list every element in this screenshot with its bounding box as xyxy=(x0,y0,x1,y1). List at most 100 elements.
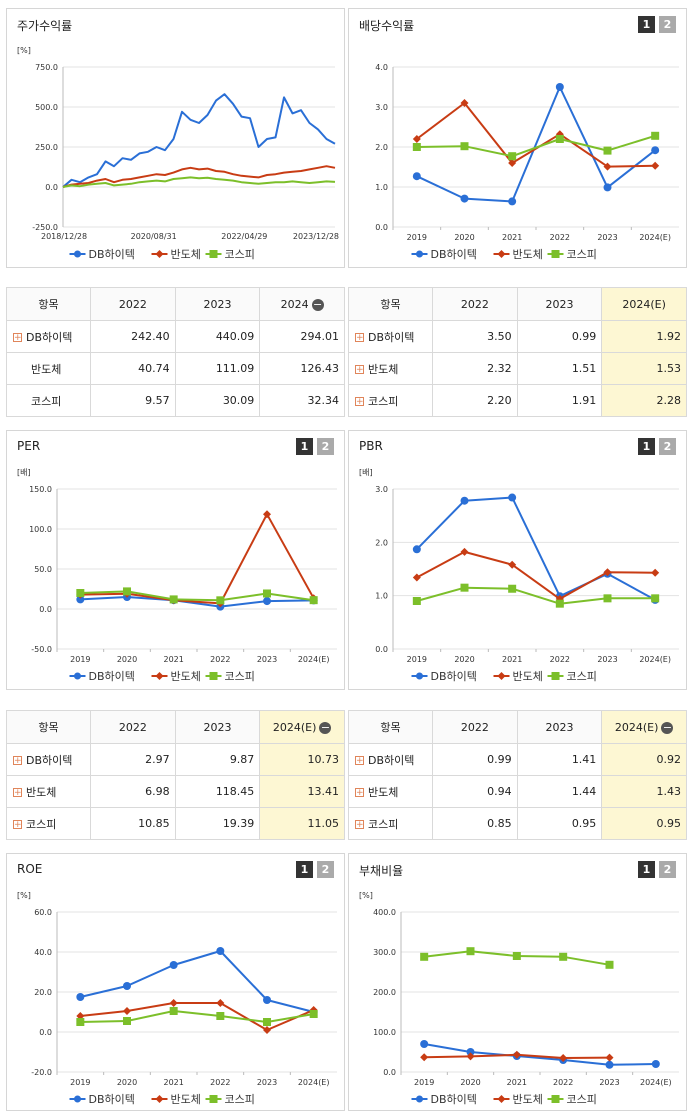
x-tick-label: 2019 xyxy=(70,1078,90,1087)
series-line xyxy=(62,93,336,188)
y-tick-label: 1.0 xyxy=(375,183,388,192)
data-point xyxy=(76,595,85,604)
legend-marker xyxy=(74,250,81,258)
dividend-yield-table: 항목 2022 2023 2024(E) + DB하이텍 3.50 0.99 1.… xyxy=(348,287,687,417)
cell: 2.97 xyxy=(90,743,176,776)
data-point xyxy=(263,996,271,1004)
cell: 0.99 xyxy=(516,320,603,353)
header-item: 항목 xyxy=(6,710,91,744)
data-point xyxy=(651,161,660,170)
roe-panel: ROE 1 2 [%] 60.0 40.0 20.0 0.0 -20.0 2019 2020 2… xyxy=(6,853,345,1111)
row-label: + DB하이텍 xyxy=(348,320,433,353)
page-1-button[interactable]: 1 xyxy=(296,438,313,455)
page-2-button[interactable]: 2 xyxy=(317,861,334,878)
data-point xyxy=(263,1018,271,1026)
data-point xyxy=(466,1052,475,1061)
legend-marker xyxy=(416,250,423,258)
row-name: 반도체 xyxy=(368,785,399,799)
y-tick-label: 0.0 xyxy=(39,605,52,614)
pager: 1 2 xyxy=(296,438,334,455)
expand-icon[interactable]: + xyxy=(13,820,22,830)
pager: 1 2 xyxy=(638,438,676,455)
y-tick-label: 40.0 xyxy=(34,948,52,957)
collapse-icon[interactable]: − xyxy=(311,297,324,311)
panel-title: PBR xyxy=(359,439,383,453)
page-1-button[interactable]: 1 xyxy=(638,438,655,455)
page-1-button[interactable]: 1 xyxy=(638,861,655,878)
expand-icon[interactable]: + xyxy=(355,397,364,407)
header-item: 항목 xyxy=(6,287,91,321)
row-label: + DB하이텍 xyxy=(348,743,433,776)
series-line xyxy=(80,950,314,1013)
data-point xyxy=(466,947,475,956)
page-1-button[interactable]: 1 xyxy=(638,16,655,33)
cell: 294.01 xyxy=(259,320,345,353)
cell: 19.39 xyxy=(174,807,261,840)
data-point xyxy=(216,596,225,605)
legend-label: 반도체 xyxy=(513,248,543,261)
expand-icon[interactable]: + xyxy=(355,365,364,375)
page-2-button[interactable]: 2 xyxy=(659,16,676,33)
collapse-icon[interactable]: − xyxy=(661,720,674,734)
data-point xyxy=(460,583,469,592)
y-tick-label: 0.0 xyxy=(45,183,58,192)
row-label: + 반도체 xyxy=(348,352,433,385)
per-panel: PER 1 2 [배] 150.0 100.0 50.0 0.0 -50.0 2019 202… xyxy=(6,430,345,690)
data-point xyxy=(555,594,564,603)
x-tick-label: 2020 xyxy=(454,233,474,242)
data-point xyxy=(508,493,517,502)
legend-label: DB하이텍 xyxy=(431,1092,477,1106)
cell: 1.44 xyxy=(516,775,603,808)
y-unit-label: [%] xyxy=(17,891,31,900)
debt-ratio-panel: 부채비율 1 2 [%] 400.0 300.0 200.0 100.0 0.0 2019 2… xyxy=(348,853,687,1111)
legend-marker xyxy=(551,250,560,258)
series-line xyxy=(80,596,314,608)
series-line xyxy=(80,513,315,605)
expand-icon[interactable]: + xyxy=(355,756,364,766)
y-unit-label: [%] xyxy=(359,891,373,900)
expand-icon[interactable]: + xyxy=(355,333,364,343)
data-point xyxy=(651,131,660,140)
data-point xyxy=(559,952,568,961)
legend-label: DB하이텍 xyxy=(89,1092,135,1106)
y-tick-label: 0.0 xyxy=(383,1068,396,1077)
y-tick-label: 1.0 xyxy=(375,592,388,601)
cell: 10.85 xyxy=(90,807,176,840)
row-name: 반도체 xyxy=(26,785,57,799)
cell: 32.34 xyxy=(259,384,345,417)
row-label: + DB하이텍 xyxy=(6,320,91,353)
expand-icon[interactable]: + xyxy=(13,788,22,798)
table-row: + 코스피 0.85 0.95 0.95 xyxy=(348,807,687,840)
page-2-button[interactable]: 2 xyxy=(659,438,676,455)
x-tick-label: 2022 xyxy=(553,1078,573,1087)
collapse-icon[interactable]: − xyxy=(319,720,332,734)
header-year-label: 2024(E) xyxy=(272,720,317,734)
y-unit-label: [%] xyxy=(17,46,31,55)
data-point xyxy=(508,152,517,161)
cell: 11.05 xyxy=(259,807,345,840)
legend-label: 코스피 xyxy=(567,248,597,261)
page-1-button[interactable]: 1 xyxy=(296,861,313,878)
header-item: 항목 xyxy=(348,287,433,321)
cell: 440.09 xyxy=(174,320,261,353)
row-label: + 반도체 xyxy=(6,775,91,808)
data-point xyxy=(309,1010,318,1018)
legend-marker xyxy=(155,672,164,680)
page-2-button[interactable]: 2 xyxy=(659,861,676,878)
expand-icon[interactable]: + xyxy=(355,820,364,830)
data-point xyxy=(512,1050,521,1059)
row-label: + DB하이텍 xyxy=(6,743,91,776)
x-tick-label: 2023 xyxy=(257,1078,277,1087)
row-name: DB하이텍 xyxy=(368,753,415,767)
expand-icon[interactable]: + xyxy=(355,788,364,798)
expand-icon[interactable]: + xyxy=(13,756,22,766)
legend-marker xyxy=(497,250,506,258)
x-tick-label: 2023 xyxy=(599,1078,619,1087)
y-tick-label: 60.0 xyxy=(34,908,52,917)
data-point xyxy=(651,594,660,603)
expand-icon[interactable]: + xyxy=(13,333,22,343)
data-point xyxy=(460,547,469,556)
data-point xyxy=(555,135,564,143)
header-year: 2023 xyxy=(516,287,603,321)
page-2-button[interactable]: 2 xyxy=(317,438,334,455)
